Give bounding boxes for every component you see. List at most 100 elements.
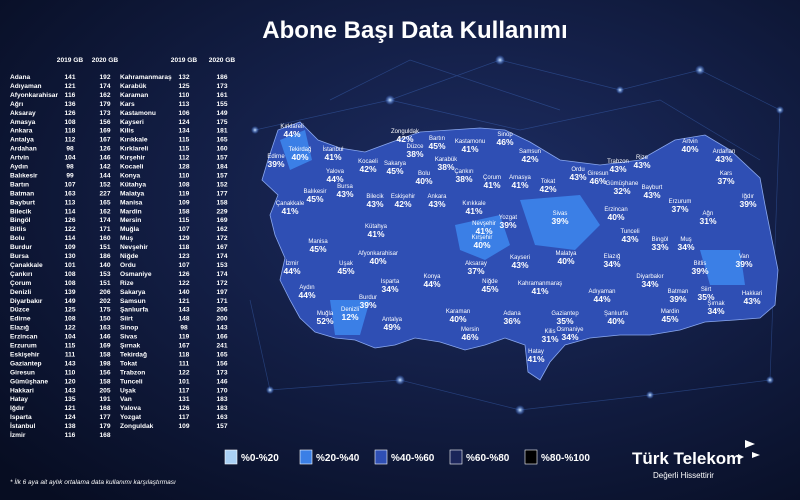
province-label: Kocaeli [358, 159, 378, 165]
province-name: Bolu [10, 235, 25, 242]
province-name: Malatya [120, 190, 145, 197]
value-2019: 110 [65, 369, 76, 376]
value-2019: 110 [179, 92, 190, 99]
value-2020: 156 [99, 119, 110, 126]
province-name: Niğde [120, 253, 139, 260]
province-label: Elazığ [604, 254, 621, 260]
value-2019: 143 [64, 360, 75, 367]
value-2019: 131 [178, 396, 189, 403]
value-2020: 153 [216, 262, 227, 269]
province-name: Ardahan [10, 146, 37, 153]
province-label: Balıkesir [303, 189, 326, 195]
province-name: Uşak [120, 387, 136, 394]
value-2020: 163 [216, 414, 227, 421]
province-share: 44% [593, 294, 610, 304]
turkey-map [261, 121, 779, 381]
value-2020: 169 [99, 128, 110, 135]
province-share: 40% [415, 176, 432, 186]
value-2020: 165 [216, 137, 227, 144]
province-label: İzmir [286, 260, 299, 267]
province-label: Osmaniye [556, 327, 584, 333]
value-2019: 138 [64, 423, 75, 430]
value-2019: 123 [178, 253, 189, 260]
value-2019: 101 [178, 378, 189, 385]
province-name: Gaziantep [10, 360, 42, 367]
province-name: Batman [10, 190, 34, 197]
province-name: Şırnak [120, 343, 140, 350]
value-2020: 191 [99, 396, 110, 403]
province-name: Tekirdağ [120, 351, 147, 358]
province-name: Iğdır [10, 405, 25, 412]
legend-label: %0-%20 [241, 453, 279, 464]
province-name: Nevşehir [120, 244, 148, 251]
value-2019: 117 [179, 387, 190, 394]
province-name: Van [120, 396, 132, 403]
value-2020: 146 [216, 378, 227, 385]
province-name: Osmaniye [120, 271, 152, 278]
value-2019: 125 [178, 83, 189, 90]
province-share: 44% [283, 266, 300, 276]
province-name: Tokat [120, 360, 138, 367]
province-share: 43% [743, 296, 760, 306]
province-share: 40% [681, 144, 698, 154]
province-label: Zonguldak [391, 129, 420, 135]
province-name: Rize [120, 280, 134, 287]
value-2019: 167 [178, 343, 189, 350]
province-name: Antalya [10, 137, 34, 144]
province-label: Konya [423, 274, 441, 280]
province-label: Afyonkarahisar [358, 251, 398, 257]
legend-label: %20-%40 [316, 453, 360, 464]
value-2019: 132 [178, 74, 189, 81]
value-2020: 155 [216, 101, 227, 108]
province-share: 45% [306, 194, 323, 204]
value-2020: 149 [216, 110, 227, 117]
province-name: Bingöl [10, 217, 31, 224]
province-name: Denizli [10, 289, 31, 296]
province-name: Siirt [120, 316, 134, 323]
value-2019: 108 [64, 316, 75, 323]
province-share: 41% [527, 354, 544, 364]
value-2019: 98 [66, 146, 74, 153]
province-label: Yozgat [499, 215, 517, 221]
province-share: 37% [671, 204, 688, 214]
value-2020: 165 [99, 199, 110, 206]
value-2020: 173 [216, 83, 227, 90]
province-share: 37% [717, 176, 734, 186]
value-2019: 108 [64, 280, 75, 287]
value-2020: 162 [99, 208, 110, 215]
province-share: 41% [475, 226, 492, 236]
province-share: 49% [383, 322, 400, 332]
province-name: Bursa [10, 253, 29, 260]
province-name: Mardin [120, 208, 142, 215]
value-2020: 171 [216, 298, 227, 305]
province-label: Ağrı [702, 211, 713, 217]
province-name: Çankırı [10, 271, 33, 278]
value-2019: 130 [64, 253, 75, 260]
province-label: Çankırı [454, 169, 474, 175]
province-share: 46% [589, 176, 606, 186]
value-2020: 146 [99, 155, 110, 162]
province-label: Çanakkale [276, 201, 305, 207]
province-name: Erzincan [10, 334, 37, 341]
legend-swatch [449, 449, 463, 465]
province-name: Kütahya [120, 181, 146, 188]
value-2020: 150 [99, 316, 110, 323]
province-share: 34% [381, 284, 398, 294]
value-2020: 162 [216, 226, 227, 233]
province-share: 45% [386, 166, 403, 176]
province-name: Trabzon [120, 369, 145, 376]
value-2020: 177 [99, 414, 110, 421]
province-share: 41% [367, 229, 384, 239]
province-share: 43% [428, 199, 445, 209]
value-2019: 118 [179, 351, 190, 358]
province-label: Yalova [326, 169, 345, 175]
province-name: Giresun [10, 369, 35, 376]
province-share: 43% [715, 154, 732, 164]
province-share: 32% [613, 186, 630, 196]
value-2020: 174 [99, 217, 110, 224]
province-share: 45% [337, 266, 354, 276]
province-label: Tekirdağ [289, 147, 312, 153]
value-2020: 183 [216, 396, 227, 403]
value-2019: 122 [178, 280, 189, 287]
province-label: Kastamonu [455, 139, 485, 145]
